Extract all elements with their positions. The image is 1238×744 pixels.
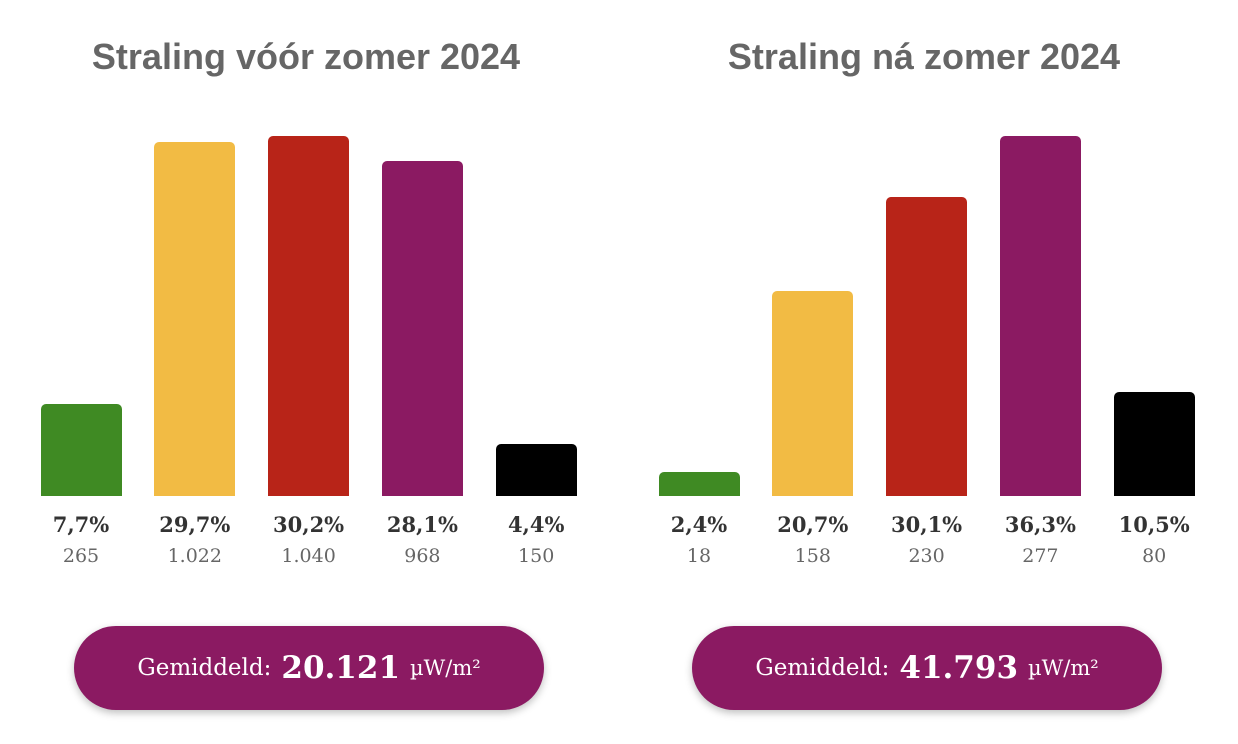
bar — [658, 472, 740, 496]
bar — [268, 136, 350, 496]
value-label: 1.022 — [167, 545, 222, 567]
percent-label: 29,7% — [159, 512, 231, 537]
bar — [1113, 391, 1195, 496]
average-value: 20.121 — [281, 650, 401, 686]
value-label: 18 — [686, 545, 712, 567]
average-unit: µW/m² — [1028, 656, 1099, 680]
average-label: Gemiddeld: — [755, 655, 890, 681]
bar — [40, 404, 122, 496]
value-label: 265 — [62, 545, 100, 567]
chart-title: Straling vóór zomer 2024 — [91, 36, 521, 77]
bar — [381, 161, 463, 496]
value-label: 968 — [404, 545, 441, 567]
percent-label: 20,7% — [777, 512, 849, 537]
value-label: 80 — [1142, 545, 1167, 567]
percent-label: 2,4% — [670, 512, 728, 537]
value-label: 158 — [794, 545, 831, 567]
bar — [495, 443, 577, 496]
value-label: 1.040 — [281, 545, 336, 567]
bar — [999, 136, 1081, 496]
percent-label: 4,4% — [507, 512, 565, 537]
percent-label: 36,3% — [1004, 512, 1076, 537]
value-label: 277 — [1022, 545, 1059, 567]
average-value: 41.793 — [899, 650, 1019, 686]
percent-label: 7,7% — [52, 512, 110, 537]
average-label: Gemiddeld: — [137, 655, 272, 681]
bar — [772, 290, 854, 496]
percent-label: 30,2% — [273, 512, 345, 537]
chart-after: Straling ná zomer 2024 Gemiddeld: 41.793… — [624, 0, 1224, 744]
percent-label: 28,1% — [386, 512, 458, 537]
bar — [886, 197, 968, 496]
average-badge: Gemiddeld: 41.793 µW/m² — [692, 626, 1162, 710]
percent-label: 10,5% — [1118, 512, 1190, 537]
average-badge: Gemiddeld: 20.121 µW/m² — [74, 626, 544, 710]
value-label: 230 — [908, 545, 945, 567]
bar — [154, 141, 236, 496]
chart-before: Straling vóór zomer 2024 Gemiddeld: 20.1… — [6, 0, 606, 744]
percent-label: 30,1% — [891, 512, 963, 537]
value-label: 150 — [518, 545, 555, 567]
chart-title: Straling ná zomer 2024 — [727, 36, 1121, 77]
average-unit: µW/m² — [410, 656, 481, 680]
